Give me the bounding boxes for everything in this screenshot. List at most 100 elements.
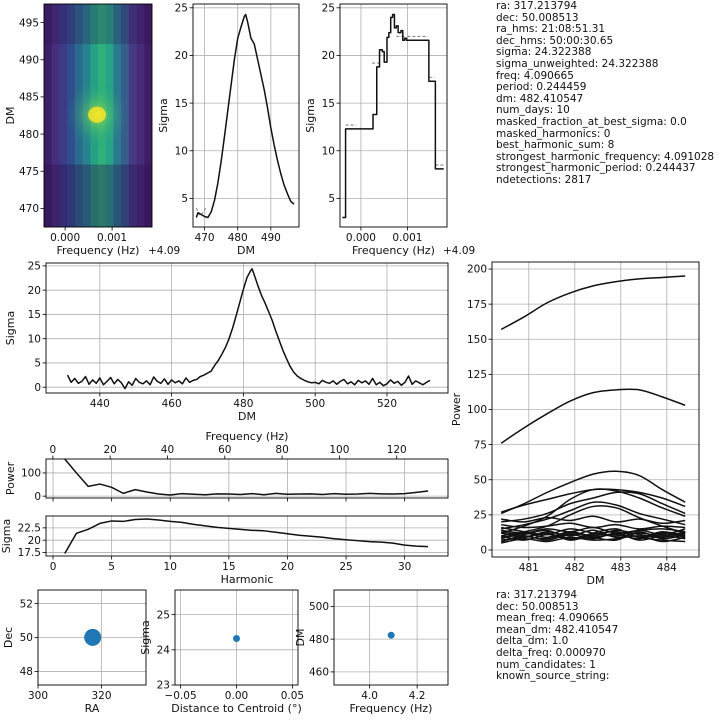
y-tick-label: 0 — [34, 491, 41, 503]
y-tick-label: 48 — [20, 666, 33, 678]
chart-freq_dm: 4.0 4.2 460 480 500 Frequency (Hz) DM — [294, 589, 449, 715]
info-line: best_harmonic_sum: 8 — [496, 139, 615, 152]
info-line: dm: 482.410547 — [496, 92, 584, 105]
y-tick-label: 20 — [28, 285, 41, 297]
chart-dm_sigma_wide: 440 460 480 500 520 0 5 10 15 20 25 DM Sigma — [4, 261, 449, 423]
info-line: delta_dm: 1.0 — [496, 635, 569, 648]
x-tick-label: 483 — [611, 562, 631, 574]
heatmap-column — [128, 4, 138, 227]
y-tick-label: 25 — [157, 609, 170, 621]
x-axis-label: Frequency (Hz) — [57, 244, 140, 257]
y-tick-label: 5 — [34, 358, 41, 370]
x-tick-label: 30 — [398, 561, 411, 573]
axes-frame — [192, 3, 300, 228]
harmonic-series-h7 — [501, 501, 686, 530]
x-tick-label: 0.001 — [392, 232, 422, 244]
axes-frame — [491, 261, 700, 558]
x-axis-label: Frequency (Hz) — [350, 702, 433, 715]
y-axis-label: Sigma — [4, 311, 17, 345]
x-tick-label: 484 — [657, 562, 677, 574]
heatmap-column — [59, 4, 68, 227]
y-tick-label: 25 — [175, 3, 188, 15]
heatmap-column — [136, 4, 145, 227]
y-tick-label: 475 — [19, 166, 39, 178]
y-axis-label: Dec — [2, 627, 15, 648]
y-axis-label: Power — [4, 461, 17, 495]
y-axis-label: Sigma — [0, 519, 13, 553]
x-tick-label: 0.00 — [225, 690, 248, 702]
harmonic-series-h2 — [500, 388, 686, 444]
chart-power_vs_dm: 481 482 483 484 0 25 50 75 100 125 150 175 200 DM Powe… — [450, 261, 700, 587]
y-tick-label: 17.5 — [18, 547, 41, 559]
x-tick-label: 300 — [28, 690, 48, 702]
y-tick-label: 24 — [157, 645, 171, 657]
top-x-tick-label: 80 — [275, 444, 288, 456]
cluster-info-panel: ra: 317.213794 dec: 50.008513 mean_freq: 4… — [496, 589, 618, 683]
y-tick-label: 500 — [309, 601, 329, 613]
plot-area — [342, 13, 445, 219]
plot-area — [195, 13, 295, 219]
info-line: masked_harmonics: 0 — [496, 127, 611, 140]
x-axis-label: DM — [238, 410, 256, 423]
axes-frame — [45, 515, 449, 557]
plot-area — [500, 275, 686, 544]
y-tick-label: 22.5 — [18, 523, 41, 535]
info-line: known_source_string: — [496, 670, 610, 683]
info-line: period: 0.244459 — [496, 81, 587, 94]
x-tick-label: 500 — [305, 398, 325, 410]
info-line: ra_hms: 21:08:51.31 — [496, 23, 606, 36]
axis-offset-text: +4.09 — [443, 245, 475, 257]
plot-area — [64, 459, 429, 496]
chart-freq_sigma: 0.000 0.001 5 10 15 20 25 Frequency (Hz) Sigma +4… — [304, 3, 475, 257]
y-tick-label: 480 — [19, 129, 39, 141]
x-tick-label: 0 — [50, 561, 57, 573]
series-line — [64, 459, 429, 496]
chart-harmonic_power: 0 100 Power 0 20 40 60 80 100 120 Frequency (Hz) — [4, 430, 449, 503]
heatmap-image — [44, 4, 152, 227]
top-x-tick-label: 60 — [218, 444, 231, 456]
series-line — [66, 268, 431, 390]
y-tick-label: 25 — [28, 261, 41, 273]
y-tick-label: 470 — [19, 203, 39, 215]
info-line: ra: 317.213794 — [496, 0, 578, 12]
x-axis-label: Distance to Centroid (°) — [171, 702, 302, 715]
y-tick-label: 5 — [181, 193, 188, 205]
x-tick-label: 440 — [90, 398, 110, 410]
y-tick-label: 5 — [328, 193, 335, 205]
chart-dist_sigma: −0.05 0.00 0.05 23 24 25 Distance to Centroid … — [139, 589, 304, 715]
top-x-tick-label: 100 — [329, 444, 349, 456]
y-tick-label: 495 — [19, 17, 39, 29]
x-tick-label: 490 — [261, 232, 281, 244]
x-tick-label: 0.000 — [346, 232, 376, 244]
info-line: ndetections: 2817 — [496, 173, 592, 186]
top-x-tick-label: 40 — [161, 444, 174, 456]
x-axis-label: Frequency (Hz) — [352, 244, 435, 257]
plot-area — [66, 268, 431, 390]
top-x-tick-label: 120 — [387, 444, 407, 456]
x-tick-label: 0.05 — [281, 690, 304, 702]
x-tick-label: 482 — [565, 562, 585, 574]
heatmap-column — [51, 4, 61, 227]
harmonic-series-h1 — [500, 275, 686, 331]
axis-offset-text: +4.09 — [148, 245, 180, 257]
info-line: dec_hms: 50:00:30.65 — [496, 34, 614, 47]
x-tick-label: 5 — [108, 561, 115, 573]
info-line: num_candidates: 1 — [496, 658, 596, 671]
info-line: dec: 50.008513 — [496, 11, 579, 24]
y-tick-label: 100 — [467, 404, 487, 416]
y-tick-label: 50 — [20, 632, 33, 644]
y-tick-label: 75 — [474, 439, 487, 451]
x-tick-label: 4.2 — [409, 690, 426, 702]
axes-frame — [45, 458, 449, 499]
axes-frame — [339, 3, 448, 228]
plot-area — [387, 631, 395, 639]
y-tick-label: 460 — [309, 667, 329, 679]
y-tick-label: 15 — [175, 98, 188, 110]
scatter-point — [387, 631, 395, 639]
y-tick-label: 25 — [474, 510, 487, 522]
heatmap-band — [44, 164, 152, 227]
y-tick-label: 485 — [19, 92, 39, 104]
info-line: sigma_unweighted: 24.322388 — [496, 57, 659, 70]
harmonic-series-h20 — [501, 530, 686, 543]
